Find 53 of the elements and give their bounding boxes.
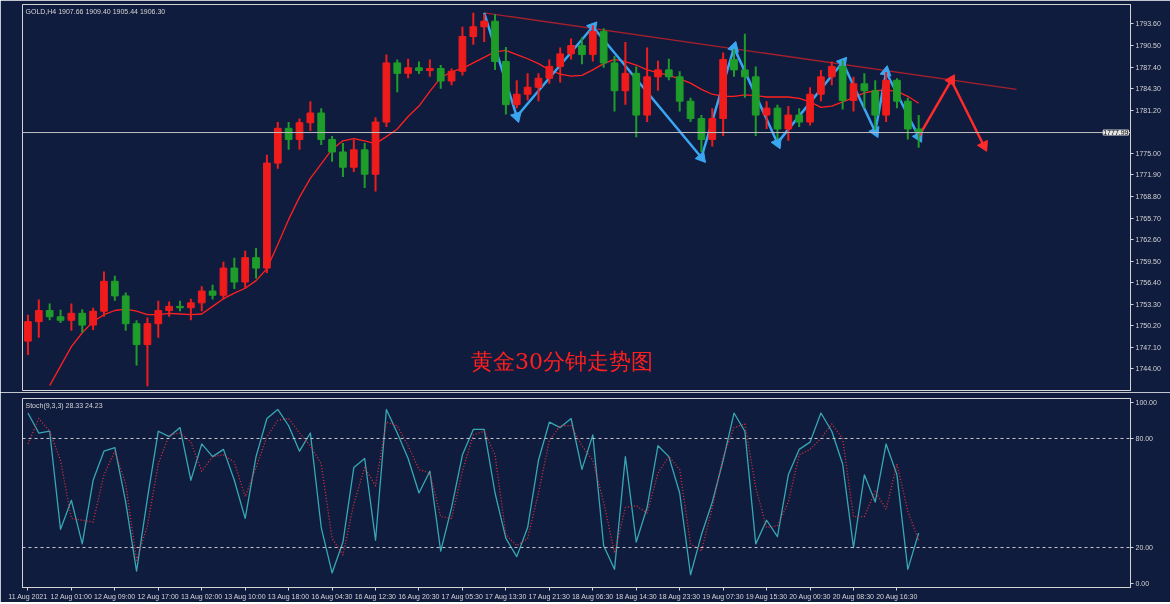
- candlestick: [686, 96, 695, 124]
- candlestick: [393, 58, 402, 94]
- candlestick: [197, 285, 206, 313]
- point: [694, 151, 706, 163]
- candlestick: [339, 141, 347, 178]
- candlestick: [512, 79, 521, 110]
- candlestick: [132, 319, 141, 367]
- candlestick: [110, 274, 119, 302]
- text: 黄金30分钟走势图: [471, 349, 654, 375]
- candlestick: [89, 306, 97, 331]
- candlestick: [664, 57, 673, 82]
- candlestick: [784, 105, 793, 142]
- candlestick: [893, 77, 901, 110]
- candlestick: [34, 298, 43, 339]
- candlestick: [480, 13, 489, 44]
- candlestick: [849, 75, 858, 113]
- candlestick: [588, 24, 597, 63]
- candlestick: [741, 32, 749, 99]
- candlestick: [827, 60, 836, 87]
- candlestick: [154, 299, 163, 339]
- candlestick: [404, 57, 412, 80]
- candlestick: [708, 107, 717, 148]
- candlestick: [284, 121, 293, 151]
- candlestick: [187, 297, 195, 322]
- candlestick: [252, 246, 260, 280]
- point: [770, 137, 782, 150]
- candlestick: [24, 313, 32, 357]
- candlestick: [654, 59, 662, 92]
- candlestick: [795, 107, 804, 128]
- candlestick: [534, 72, 543, 103]
- candlestick: [860, 72, 869, 110]
- candlestick: [78, 308, 87, 334]
- candlestick: [349, 138, 358, 174]
- candlestick: [436, 64, 445, 90]
- candlestick: [762, 100, 771, 130]
- candlestick: [578, 36, 586, 66]
- candlestick: [143, 316, 152, 388]
- point: [727, 41, 739, 53]
- candlestick: [556, 46, 565, 84]
- candlestick: [817, 68, 825, 103]
- candlestick: [523, 72, 532, 102]
- candlestick: [621, 41, 630, 106]
- candlestick: [567, 37, 575, 61]
- candlestick: [469, 11, 478, 46]
- candlestick: [67, 302, 76, 332]
- candlestick: [914, 114, 923, 149]
- candlestick: [306, 100, 315, 133]
- point: [510, 111, 522, 124]
- candlestick: [230, 256, 239, 290]
- candlestick: [295, 117, 304, 151]
- candlestick: [328, 134, 336, 163]
- line-series: [49, 49, 920, 387]
- candlestick: [545, 58, 554, 85]
